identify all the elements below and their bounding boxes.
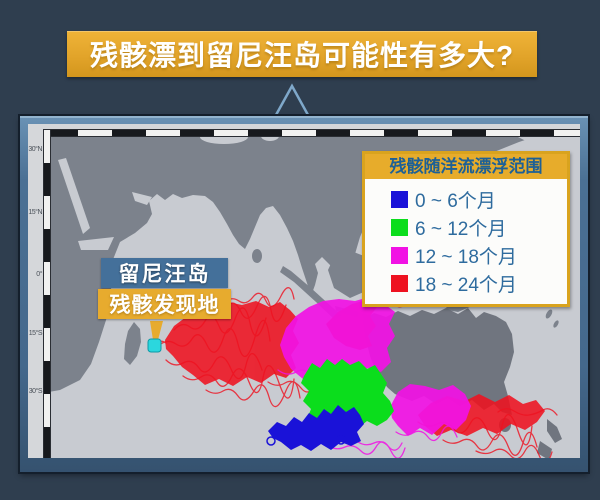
reunion-island-label: 留尼汪岛 [101, 258, 228, 288]
color-swatch [391, 190, 408, 208]
latitude-label: 30°S [28, 388, 43, 395]
latitude-label: 15°N [28, 209, 42, 216]
map-border-ticks-left [43, 129, 51, 458]
legend-item: 12 ~ 18个月 [391, 241, 567, 269]
landmass-australia [363, 308, 562, 458]
legend-item: 0 ~ 6个月 [391, 185, 567, 213]
color-swatch [391, 246, 408, 264]
location-pointer-icon [150, 321, 163, 340]
map-area: 30°N 15°N 0° 15°S 30°S 残骸随洋流漂浮范围 0 ~ 6个月… [28, 124, 580, 458]
legend-item: 6 ~ 12个月 [391, 213, 567, 241]
color-swatch [391, 274, 408, 292]
island-madagascar [124, 322, 141, 365]
title-banner: 残骸漂到留尼汪岛可能性有多大? [67, 31, 537, 77]
island-new-zealand-north [547, 419, 562, 443]
legend-item-label: 6 ~ 12个月 [415, 218, 507, 240]
legend-item: 18 ~ 24个月 [391, 269, 567, 297]
discovery-marker [147, 338, 162, 353]
drift-legend: 残骸随洋流漂浮范围 0 ~ 6个月 6 ~ 12个月 12 ~ 18个月 [362, 151, 570, 307]
island-new-zealand-south [537, 441, 552, 458]
latitude-label: 0° [36, 271, 42, 278]
title-text: 残骸漂到留尼汪岛可能性有多大? [89, 40, 515, 71]
map-margin-top [28, 124, 580, 129]
drift-zone-12-18 [280, 297, 471, 436]
latitude-label: 30°N [28, 146, 42, 153]
legend-item-label: 0 ~ 6个月 [415, 190, 496, 212]
island-sri-lanka [252, 249, 262, 263]
drift-zone-0-6 [268, 405, 364, 451]
latitude-label: 15°S [28, 330, 43, 337]
debris-site-label: 残骸发现地 [98, 289, 231, 319]
legend-item-label: 18 ~ 24个月 [415, 274, 517, 296]
legend-body: 0 ~ 6个月 6 ~ 12个月 12 ~ 18个月 18 ~ 24个月 [365, 179, 567, 304]
map-border-ticks-top [43, 129, 580, 137]
drift-origin-rings [266, 435, 346, 446]
legend-title: 残骸随洋流漂浮范围 [365, 154, 567, 179]
map-margin-left [28, 124, 43, 458]
map-panel: 30°N 15°N 0° 15°S 30°S 残骸随洋流漂浮范围 0 ~ 6个月… [20, 116, 588, 472]
legend-item-label: 12 ~ 18个月 [415, 246, 517, 268]
color-swatch [391, 218, 408, 236]
